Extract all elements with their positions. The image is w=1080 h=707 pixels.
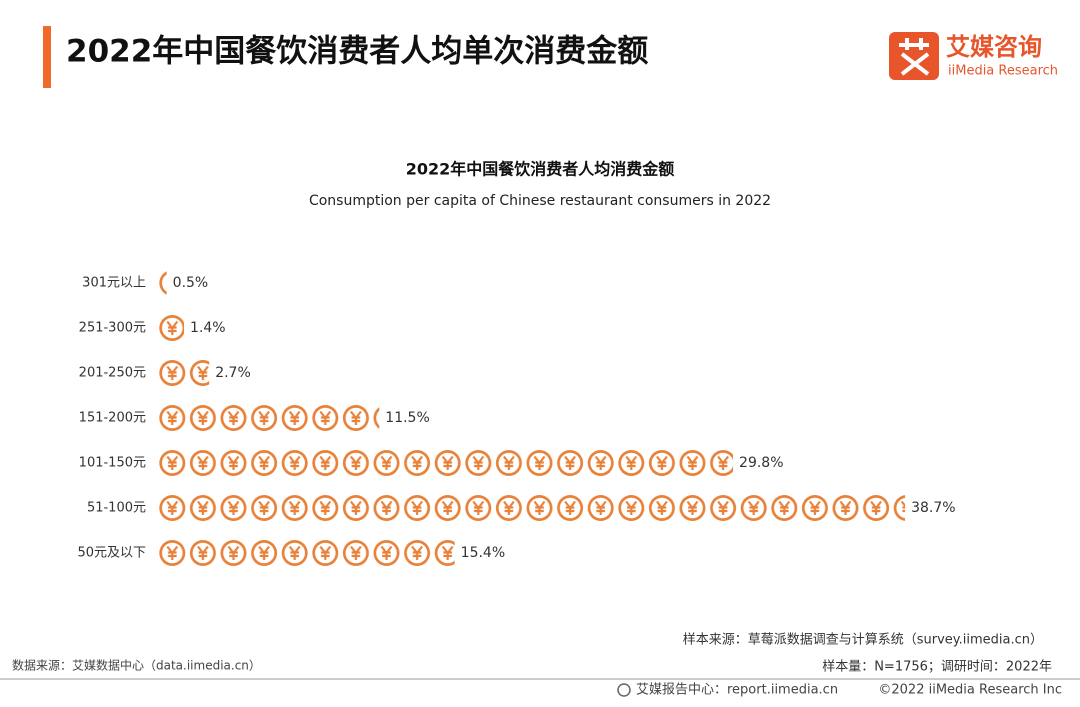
bar: [157, 493, 906, 523]
category-label: 51-100元: [87, 501, 146, 516]
value-label: 15.4%: [461, 545, 505, 561]
value-label: 38.7%: [911, 500, 955, 516]
chart-title: 2022年中国餐饮消费者人均消费金额: [406, 160, 675, 179]
bar: [157, 448, 734, 478]
logo-cn: 艾媒咨询: [946, 33, 1042, 61]
category-label: 50元及以下: [77, 546, 146, 561]
bar: [157, 538, 455, 568]
globe-icon: [617, 683, 631, 697]
bar: [157, 403, 380, 433]
title-accent: [43, 26, 51, 88]
value-label: 29.8%: [739, 455, 783, 471]
category-label: 251-300元: [79, 321, 146, 336]
logo-en: iiMedia Research: [948, 64, 1058, 79]
category-label: 151-200元: [79, 411, 146, 426]
copyright: ©2022 iiMedia Research Inc: [878, 683, 1062, 698]
category-label: 201-250元: [79, 366, 146, 381]
chart-subtitle: Consumption per capita of Chinese restau…: [309, 193, 771, 209]
logo-icon: [889, 32, 939, 80]
page-title: 2022年中国餐饮消费者人均单次消费金额: [66, 34, 648, 70]
category-label: 101-150元: [79, 456, 146, 471]
logo-glyph: [899, 38, 930, 76]
sample-source: 样本来源：草莓派数据调查与计算系统（survey.iimedia.cn）: [683, 633, 1043, 648]
bar: [157, 313, 185, 343]
value-label: 1.4%: [190, 320, 226, 336]
bar: [157, 268, 167, 298]
category-label: 301元以上: [82, 276, 146, 291]
value-label: 0.5%: [173, 275, 209, 291]
value-label: 11.5%: [385, 410, 429, 426]
bar: [157, 358, 210, 388]
data-source: 数据来源：艾媒数据中心（data.iimedia.cn）: [12, 658, 261, 673]
report-center: 艾媒报告中心：report.iimedia.cn: [636, 683, 838, 698]
sample-size: 样本量：N=1756；调研时间：2022年: [822, 660, 1052, 675]
value-label: 2.7%: [215, 365, 251, 381]
